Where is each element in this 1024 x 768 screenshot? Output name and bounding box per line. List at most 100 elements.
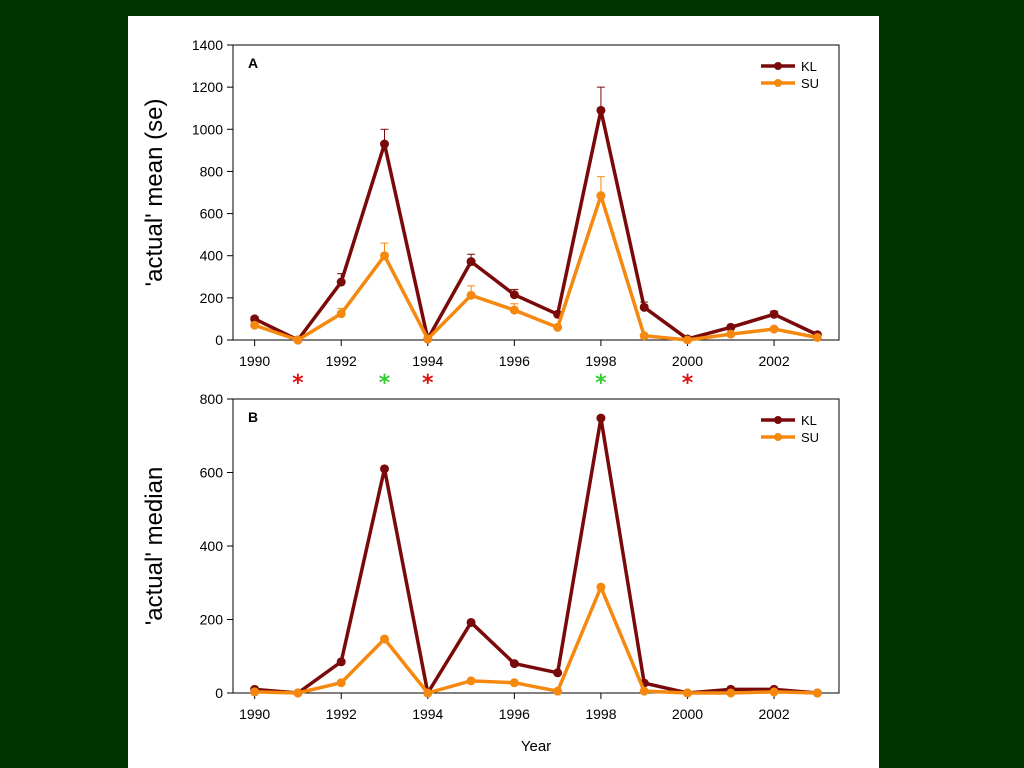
series-su <box>250 176 822 345</box>
figure: 0 200 400 600 800 1000 1200 1400 1990 1992 1994 199… <box>141 37 840 755</box>
legend-label: SU <box>801 430 819 445</box>
data-point <box>509 290 519 300</box>
data-point <box>509 305 519 315</box>
y-tick-label: 400 <box>200 248 224 264</box>
series-line <box>254 416 818 695</box>
data-point <box>466 617 476 627</box>
data-point <box>293 688 303 698</box>
x-tick-label: 1992 <box>326 706 357 722</box>
data-point <box>466 290 476 300</box>
panel-b: 0 200 400 600 800 1990 1992 1994 1996 1998 2000 200… <box>141 391 840 755</box>
x-tick-label: 1990 <box>239 353 270 369</box>
legend-label: SU <box>801 76 819 91</box>
data-point <box>466 676 476 686</box>
plot-frame <box>232 44 840 341</box>
significance-asterisk: * <box>682 371 694 396</box>
legend-label: KL <box>801 59 817 74</box>
y-tick-label: 0 <box>215 685 223 701</box>
data-point <box>380 251 389 261</box>
data-point <box>596 413 606 423</box>
x-tick-label: 1998 <box>585 706 616 722</box>
x-tick-label: 1994 <box>412 706 443 722</box>
x-tick-label: 1996 <box>499 706 530 722</box>
data-point <box>509 659 519 669</box>
x-tick-label: 2002 <box>758 706 789 722</box>
data-point <box>423 334 433 344</box>
data-point <box>596 582 606 592</box>
y-axis-label: 'actual' median <box>141 467 168 626</box>
y-tick-label: 0 <box>215 332 223 348</box>
legend-marker <box>774 62 782 70</box>
data-point <box>380 139 389 149</box>
data-point <box>293 335 303 345</box>
y-tick-label: 200 <box>200 290 224 306</box>
series-line <box>253 108 819 342</box>
y-tick-label: 600 <box>200 465 224 481</box>
x-tick-label: 2000 <box>672 353 703 369</box>
significance-asterisk: * <box>595 371 607 396</box>
data-point <box>639 686 649 696</box>
data-point <box>553 322 563 332</box>
legend: KL SU <box>761 413 819 445</box>
data-point <box>769 324 779 334</box>
y-tick-label: 1400 <box>192 37 223 53</box>
y-tick-label: 800 <box>200 163 224 179</box>
series-kl <box>250 413 822 698</box>
data-point <box>726 322 736 332</box>
data-point <box>380 634 389 644</box>
legend-label: KL <box>801 413 817 428</box>
data-point <box>336 678 346 688</box>
y-tick-label: 800 <box>200 391 224 407</box>
legend-marker <box>774 433 782 441</box>
x-tick-label: 1994 <box>412 353 443 369</box>
series-su <box>250 582 822 698</box>
y-tick-label: 1000 <box>192 121 223 137</box>
legend-marker <box>774 416 782 424</box>
data-point <box>596 105 606 115</box>
data-point <box>639 302 649 312</box>
data-point <box>423 688 433 698</box>
data-point <box>466 257 476 267</box>
data-point <box>812 688 822 698</box>
y-axis-label: 'actual' mean (se) <box>141 99 168 287</box>
y-tick-label: 600 <box>200 206 224 222</box>
data-point <box>683 335 692 345</box>
data-point <box>596 191 606 201</box>
legend: KL SU <box>761 59 819 91</box>
slide: 0 200 400 600 800 1000 1200 1400 1990 1992 1994 199… <box>128 16 879 768</box>
significance-asterisk: * <box>379 371 391 396</box>
data-point <box>683 688 692 698</box>
data-point <box>726 688 736 698</box>
y-tick-label: 1200 <box>192 79 223 95</box>
x-axis-label: Year <box>521 738 551 755</box>
x-tick-label: 1990 <box>239 706 270 722</box>
significance-asterisk: * <box>292 371 304 396</box>
panel-letter: A <box>248 55 258 71</box>
x-tick-label: 1992 <box>326 353 357 369</box>
data-point <box>250 687 260 697</box>
series-line <box>254 193 818 342</box>
x-tick-label: 1998 <box>585 353 616 369</box>
y-tick-label: 400 <box>200 538 224 554</box>
x-tick-label: 2002 <box>758 353 789 369</box>
data-point <box>769 309 779 319</box>
panel-letter: B <box>248 409 258 425</box>
data-point <box>336 309 346 319</box>
data-point <box>336 277 346 287</box>
data-point <box>812 332 822 342</box>
data-point <box>769 687 779 697</box>
legend-marker <box>774 79 782 87</box>
data-point <box>250 320 260 330</box>
plot-frame <box>232 398 840 694</box>
data-point <box>553 686 563 696</box>
significance-asterisk: * <box>422 371 434 396</box>
data-point <box>726 329 736 339</box>
series-line <box>254 585 818 695</box>
data-point <box>553 668 563 678</box>
y-tick-label: 200 <box>200 612 224 628</box>
data-point <box>509 678 519 688</box>
x-tick-label: 2000 <box>672 706 703 722</box>
series-kl <box>250 86 822 345</box>
panel-a: 0 200 400 600 800 1000 1200 1400 1990 1992 1994 199… <box>141 37 840 396</box>
data-point <box>639 331 649 341</box>
